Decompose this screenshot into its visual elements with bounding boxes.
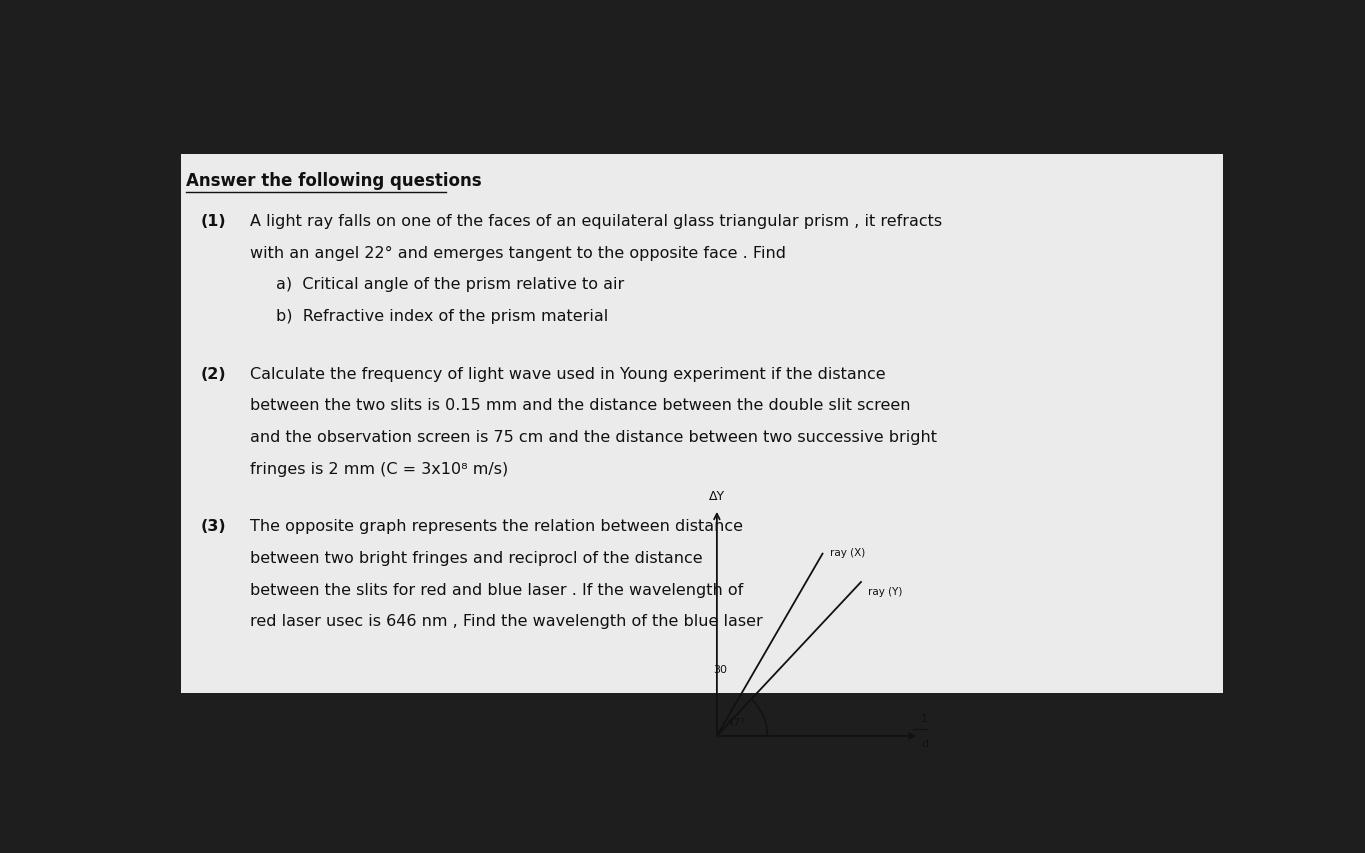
Text: 30: 30 (713, 664, 728, 674)
Text: with an angel 22° and emerges tangent to the opposite face . Find: with an angel 22° and emerges tangent to… (250, 246, 786, 260)
Text: between the slits for red and blue laser . If the wavelength of: between the slits for red and blue laser… (250, 582, 743, 597)
Text: Calculate the frequency of light wave used in Young experiment if the distance: Calculate the frequency of light wave us… (250, 367, 886, 381)
Text: b)  Refractive index of the prism material: b) Refractive index of the prism materia… (276, 309, 609, 323)
Text: red laser usec is 646 nm , Find the wavelength of the blue laser: red laser usec is 646 nm , Find the wave… (250, 613, 763, 629)
Text: d: d (921, 739, 928, 748)
Text: ray (X): ray (X) (830, 548, 865, 558)
Text: ray (Y): ray (Y) (868, 586, 902, 596)
Text: between the two slits is 0.15 mm and the distance between the double slit screen: between the two slits is 0.15 mm and the… (250, 398, 910, 413)
Text: A light ray falls on one of the faces of an equilateral glass triangular prism ,: A light ray falls on one of the faces of… (250, 214, 942, 229)
Text: between two bright fringes and reciprocl of the distance: between two bright fringes and reciprocl… (250, 550, 703, 566)
Bar (182, 155, 1223, 693)
Text: Answer the following questions: Answer the following questions (187, 171, 482, 189)
Text: (1): (1) (201, 214, 225, 229)
Text: and the observation screen is 75 cm and the distance between two successive brig: and the observation screen is 75 cm and … (250, 429, 936, 444)
Text: The opposite graph represents the relation between distance: The opposite graph represents the relati… (250, 519, 743, 534)
Text: (2): (2) (201, 367, 225, 381)
Text: ΔY: ΔY (708, 489, 725, 502)
Text: 47°: 47° (726, 717, 745, 727)
Text: 1: 1 (921, 713, 928, 722)
Text: (3): (3) (201, 519, 225, 534)
Text: fringes is 2 mm (C = 3x10⁸ m/s): fringes is 2 mm (C = 3x10⁸ m/s) (250, 461, 508, 476)
Text: a)  Critical angle of the prism relative to air: a) Critical angle of the prism relative … (276, 277, 625, 292)
